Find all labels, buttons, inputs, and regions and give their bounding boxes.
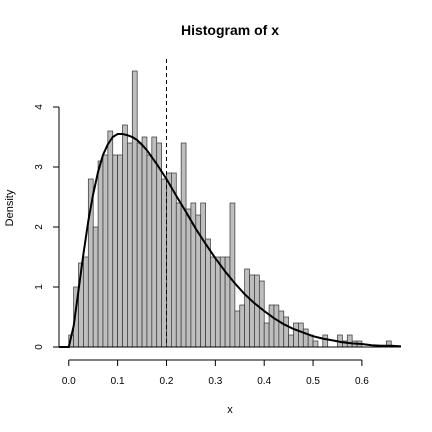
histogram-bar [288,334,294,348]
density-curve [59,133,402,348]
histogram-bar [312,340,319,348]
x-tick-label: 0.4 [257,376,271,387]
histogram-bar [92,226,99,348]
y-axis: 0 1 2 3 4 [34,104,60,350]
histogram-bar [131,70,138,348]
histogram-bar [156,142,162,348]
x-tick-label: 0.5 [306,376,320,387]
histogram-bar [229,202,236,348]
histogram-bar [175,202,182,348]
histogram-bar [107,130,114,348]
histogram-bar [97,160,104,348]
histogram-bar [224,256,231,348]
histogram-bar [239,304,246,348]
histogram-bar [166,172,172,348]
histogram-bar [258,280,265,348]
histogram-bar [136,142,143,348]
x-tick-label: 0.3 [208,376,222,387]
histogram-bar [298,322,304,348]
histogram-bar [205,238,211,348]
histogram-bar [322,334,329,348]
x-tick-label: 0.1 [111,376,125,387]
y-tick-label: 1 [34,284,45,290]
histogram-bar [293,322,299,348]
x-axis: 0.0 0.1 0.2 0.3 0.4 0.5 0.6 [62,359,369,387]
x-tick-label: 0.2 [160,376,174,387]
y-tick-label: 2 [34,224,45,230]
histogram-bar [302,328,309,348]
x-tick-label: 0.0 [62,376,76,387]
histogram-bar [83,256,89,348]
x-tick-label: 0.6 [355,376,369,387]
histogram-bar [249,274,255,348]
histogram-bar [200,202,206,348]
histogram-bar [102,154,109,348]
histogram-bar [214,256,221,348]
chart-title: Histogram of x [181,22,279,38]
histogram-bar [141,136,148,348]
histogram-bar [263,322,270,348]
histogram-bar [234,310,241,348]
histogram-bar [112,154,118,348]
bars-group [59,70,401,348]
histogram-bar [127,142,133,348]
histogram-bar [254,274,260,348]
histogram-bar [185,208,192,348]
histogram-bar [151,136,158,348]
histogram-bar [346,334,353,348]
histogram-bar [268,304,275,348]
y-tick-label: 4 [34,104,45,110]
histogram-bar [161,178,167,348]
histogram-bar [244,268,250,348]
y-tick-label: 3 [34,164,45,170]
histogram-bar [146,154,153,348]
histogram-bar [210,256,216,348]
x-axis-label: x [227,404,233,416]
histogram-bar [278,310,285,348]
y-tick-label: 0 [34,344,45,350]
histogram-bar [122,124,128,348]
histogram-bar [171,172,177,348]
histogram-bar [273,304,280,348]
histogram-bar [180,142,187,348]
histogram-bar [283,316,289,348]
y-axis-label: Density [4,189,16,226]
histogram-bar [117,154,123,348]
